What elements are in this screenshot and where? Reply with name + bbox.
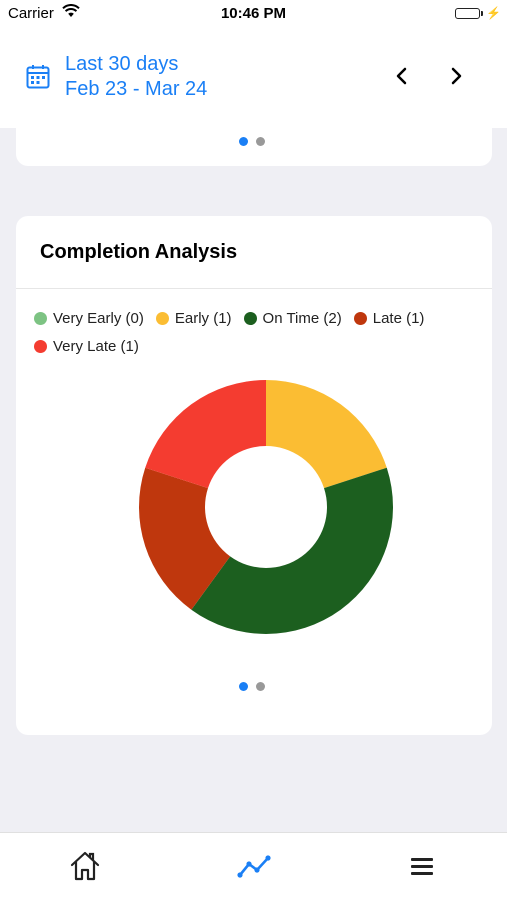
legend-swatch bbox=[155, 312, 169, 325]
legend-item[interactable]: On Time (2) bbox=[243, 309, 342, 328]
legend-label: On Time (2) bbox=[262, 310, 342, 327]
wifi-icon bbox=[62, 4, 80, 23]
donut-slice-late[interactable] bbox=[139, 467, 231, 610]
legend-item[interactable]: Late (1) bbox=[353, 309, 425, 328]
pager-dot[interactable] bbox=[239, 682, 248, 691]
chevron-right-icon[interactable] bbox=[444, 64, 468, 88]
date-range-title[interactable]: Last 30 days bbox=[65, 53, 179, 75]
date-range-header: Last 30 days Feb 23 - Mar 24 bbox=[0, 28, 507, 128]
pager-dot[interactable] bbox=[239, 137, 248, 146]
donut-slice-early[interactable] bbox=[266, 380, 387, 489]
legend-swatch bbox=[34, 340, 47, 353]
completion-analysis-card: Completion Analysis Very Early (0) Early … bbox=[16, 216, 492, 735]
menu-icon[interactable] bbox=[405, 849, 439, 883]
legend-swatch bbox=[243, 312, 257, 325]
legend-swatch bbox=[34, 312, 47, 325]
chart-legend: Very Early (0) Early (1) On Time (2) Late (… bbox=[34, 309, 474, 356]
legend-swatch bbox=[353, 312, 367, 325]
legend-item[interactable]: Early (1) bbox=[155, 309, 232, 328]
summary-card bbox=[16, 128, 492, 166]
summary-pager bbox=[239, 137, 265, 146]
donut-slice-very-late[interactable] bbox=[145, 380, 266, 489]
status-bar: Carrier 10:46 PM ⚡ bbox=[0, 0, 507, 28]
chevron-left-icon[interactable] bbox=[390, 64, 414, 88]
battery-icon: ⚡ bbox=[455, 6, 501, 20]
legend-label: Very Late (1) bbox=[53, 338, 139, 355]
donut-slice-on-time[interactable] bbox=[191, 467, 393, 634]
status-time: 10:46 PM bbox=[220, 5, 287, 22]
card-title: Completion Analysis bbox=[40, 241, 238, 263]
date-range-dates[interactable]: Feb 23 - Mar 24 bbox=[65, 78, 208, 100]
charging-bolt-icon: ⚡ bbox=[486, 6, 501, 20]
pager-dot[interactable] bbox=[256, 682, 265, 691]
donut-chart bbox=[139, 380, 393, 634]
divider bbox=[16, 288, 492, 289]
pager-dot[interactable] bbox=[256, 137, 265, 146]
calendar-icon[interactable] bbox=[26, 64, 50, 95]
home-icon[interactable] bbox=[68, 849, 102, 883]
line-chart-icon[interactable] bbox=[237, 849, 271, 883]
chart-pager bbox=[239, 682, 265, 691]
legend-item[interactable]: Very Early (0) bbox=[34, 309, 144, 328]
tab-bar bbox=[0, 832, 507, 901]
legend-label: Late (1) bbox=[372, 310, 425, 327]
legend-label: Very Early (0) bbox=[53, 310, 144, 327]
legend-item[interactable]: Very Late (1) bbox=[34, 337, 139, 356]
legend-label: Early (1) bbox=[174, 310, 232, 327]
carrier-label: Carrier bbox=[8, 5, 54, 22]
